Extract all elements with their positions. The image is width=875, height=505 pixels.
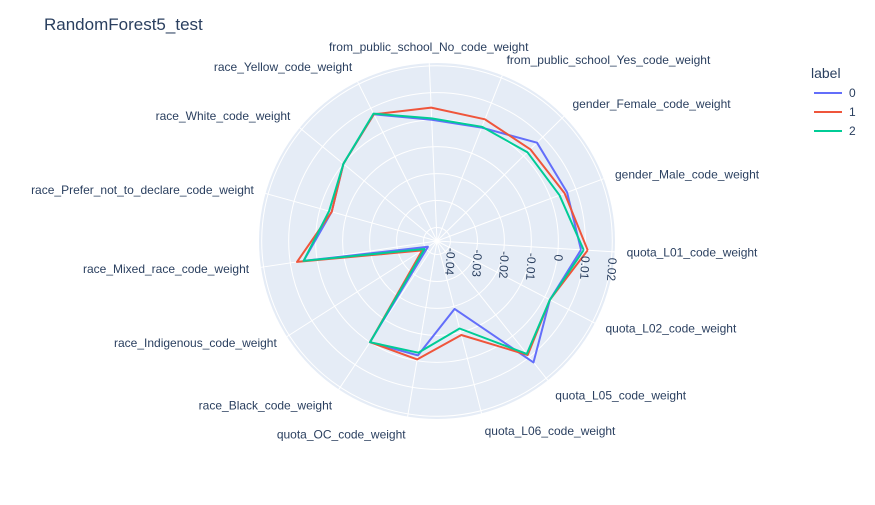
- radial-tick-label: 0: [551, 254, 565, 262]
- radial-tick-label: -0.01: [523, 252, 539, 280]
- grid-spoke: [286, 240, 438, 338]
- category-label: quota_OC_code_weight: [277, 427, 406, 441]
- radial-tick-label: -0.02: [496, 251, 512, 279]
- series-layer: [296, 106, 589, 364]
- grid-spoke: [436, 115, 565, 242]
- grid-spoke: [407, 240, 438, 417]
- angular-axis-labels: quota_L01_code_weight gender_Male_code_we…: [31, 40, 760, 441]
- category-label: quota_L02_code_weight: [606, 322, 737, 336]
- grid-circle: [261, 65, 613, 417]
- grid-spoke: [436, 75, 503, 242]
- category-label: race_Yellow_code_weight: [214, 60, 353, 74]
- grid-circle: [369, 173, 505, 309]
- chart-title: RandomForest5_test: [44, 15, 203, 34]
- radial-tick-label: -0.04: [442, 247, 458, 275]
- grid-circle: [396, 200, 478, 282]
- category-label: quota_L01_code_weight: [627, 246, 758, 260]
- grid-spoke: [260, 240, 438, 268]
- category-label: quota_L06_code_weight: [485, 424, 616, 438]
- grid-circle: [288, 92, 586, 390]
- category-label: gender_Male_code_weight: [615, 168, 760, 182]
- category-label: race_Black_code_weight: [199, 398, 333, 412]
- category-label: gender_Female_code_weight: [573, 97, 732, 111]
- category-label: quota_L05_code_weight: [555, 389, 686, 403]
- legend-title: label: [811, 65, 841, 81]
- grid-circle: [342, 146, 532, 336]
- legend[interactable]: label 0 1 2: [811, 65, 856, 138]
- grid-spoke: [299, 127, 438, 242]
- category-label: race_Prefer_not_to_declare_code_weight: [31, 183, 254, 197]
- category-label: race_Indigenous_code_weight: [114, 336, 277, 350]
- grid-spoke: [436, 240, 549, 381]
- grid-spoke: [357, 81, 438, 242]
- grid-spoke: [265, 192, 438, 242]
- legend-item-label-2[interactable]: 2: [849, 124, 856, 138]
- series-line-2[interactable]: [302, 112, 585, 355]
- radial-axis-ticks: -0.04 -0.03 -0.02 -0.01 0 0.01 0.02: [442, 247, 619, 281]
- category-label: race_White_code_weight: [156, 109, 291, 123]
- grid-spoke: [436, 240, 483, 414]
- category-label: from_public_school_No_code_weight: [329, 40, 529, 54]
- radial-tick-label: 0.02: [604, 257, 619, 281]
- legend-item-label-0[interactable]: 0: [849, 86, 856, 100]
- category-label: race_Mixed_race_code_weight: [83, 262, 250, 276]
- grid-circle: [423, 227, 451, 255]
- grid-spoke: [436, 178, 604, 242]
- category-label: from_public_school_Yes_code_weight: [507, 53, 711, 67]
- radial-tick-label: 0.01: [577, 256, 592, 280]
- grid-spoke: [338, 240, 438, 390]
- series-line-1[interactable]: [296, 106, 589, 361]
- polar-grid: [260, 63, 615, 417]
- grid-spoke: [428, 63, 438, 242]
- grid-spoke: [436, 240, 596, 324]
- grid-spoke: [436, 240, 615, 253]
- radial-tick-label: -0.03: [469, 249, 485, 277]
- legend-item-label-1[interactable]: 1: [849, 105, 856, 119]
